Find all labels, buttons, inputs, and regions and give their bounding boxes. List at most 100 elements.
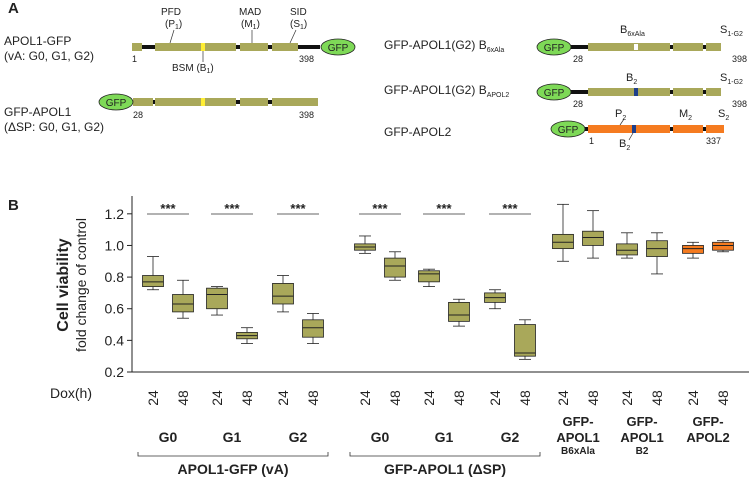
dox-tick-label: 48	[387, 390, 403, 406]
significance-label: ***	[502, 201, 518, 216]
dox-tick-label: 24	[619, 390, 635, 406]
box	[682, 245, 704, 254]
dox-tick-label: 48	[305, 390, 321, 406]
box	[552, 233, 574, 250]
end-index: 337	[706, 136, 721, 146]
group-label: G2	[501, 429, 520, 445]
mad-label: MAD	[239, 7, 261, 18]
b2-mark	[632, 125, 636, 133]
group-label: APOL1	[620, 430, 663, 445]
group-label: G1	[435, 429, 454, 445]
group-label: GFP-	[562, 414, 593, 429]
bracket-label: APOL1-GFP (vA)	[178, 461, 289, 477]
y-tick-label: 0.6	[105, 301, 125, 317]
box	[142, 275, 164, 287]
gfp-tag	[98, 93, 134, 111]
mark-label: B6xAla	[620, 24, 645, 38]
construct-sub: (ΔSP: G0, G1, G2)	[4, 120, 104, 134]
end-index: 398	[299, 110, 314, 120]
y-tick-label: 0.2	[105, 364, 125, 380]
bracket-label: GFP-APOL1 (ΔSP)	[384, 461, 506, 477]
significance-label: ***	[372, 201, 388, 216]
domain-segment	[132, 43, 142, 51]
construct-name: GFP-APOL2	[384, 125, 452, 139]
construct-b6xala: GFP-APOL1(G2) B6xAla GFP 28 398 B6xAla S…	[384, 24, 747, 64]
end-index: 398	[732, 54, 747, 64]
b6xala-mark	[634, 44, 638, 50]
box	[172, 294, 194, 313]
domain-sid	[272, 43, 298, 51]
gfp-tag	[536, 83, 572, 101]
construct-name: GFP-APOL1(G2) B6xAla	[384, 38, 504, 54]
gfp-tag	[550, 120, 586, 138]
dox-tick-label: 24	[357, 390, 373, 406]
domain-pfd	[155, 43, 236, 51]
box	[582, 230, 604, 246]
gfp-label: GFP	[544, 43, 565, 54]
domain-sid	[272, 98, 318, 106]
gfp-label: GFP	[544, 88, 565, 99]
start-index: 28	[573, 99, 583, 109]
construct-name: GFP-APOL1	[4, 105, 72, 119]
dox-tick-label: 48	[649, 390, 665, 406]
domain-segment	[133, 98, 153, 106]
domain-pfd	[155, 98, 236, 106]
y-tick-label: 1.2	[105, 206, 125, 222]
start-index: 1	[132, 54, 137, 64]
box	[384, 257, 406, 278]
construct-apol2: GFP-APOL2 GFP 1 337 P2 M2 S2 B2	[384, 108, 729, 152]
construct-sub: (vA: G0, G1, G2)	[4, 49, 94, 63]
box	[514, 324, 536, 357]
panel-a-label: A	[8, 0, 19, 17]
gfp-label: GFP	[106, 98, 127, 109]
s-label: S1-G2	[720, 24, 743, 38]
bsm-mark	[201, 43, 205, 51]
b2-mark	[634, 88, 638, 96]
y-axis-title: Cell viability	[55, 238, 72, 331]
box	[418, 270, 440, 283]
domain-mad	[673, 43, 703, 51]
mark-label: B2	[626, 72, 637, 86]
group-label: APOL2	[686, 430, 729, 445]
domain-mad	[240, 98, 268, 106]
start-index: 1	[589, 136, 594, 146]
y-tick-label: 1.0	[105, 237, 125, 253]
group-label: G0	[159, 429, 178, 445]
dox-label: Dox(h)	[50, 385, 92, 401]
dox-tick-label: 48	[715, 390, 731, 406]
group-label: G1	[223, 429, 242, 445]
p-label: P2	[615, 108, 626, 122]
y-tick-label: 0.8	[105, 269, 125, 285]
pfd-label: PFD	[161, 7, 181, 18]
s-label: S2	[718, 108, 729, 122]
group-label: APOL1	[556, 430, 599, 445]
dox-tick-label: 48	[175, 390, 191, 406]
dox-tick-label: 48	[239, 390, 255, 406]
box	[272, 283, 294, 305]
significance-label: ***	[224, 201, 240, 216]
dox-tick-label: 24	[487, 390, 503, 406]
construct-bapol2: GFP-APOL1(G2) BAPOL2 GFP 28 398 B2 S1-G2	[384, 72, 747, 109]
gfp-label: GFP	[328, 43, 349, 54]
gfp-tag	[320, 38, 356, 56]
construct-name: GFP-APOL1(G2) BAPOL2	[384, 83, 509, 99]
gfp-label: GFP	[558, 125, 579, 136]
box	[206, 287, 228, 310]
domain-s2	[706, 125, 724, 133]
domain-p2	[588, 125, 670, 133]
sid-label: SID	[290, 7, 307, 18]
significance-label: ***	[160, 201, 176, 216]
pfd-sub: (P1)	[165, 19, 182, 31]
box	[448, 301, 470, 322]
group-sublabel: B2	[636, 446, 649, 457]
domain-mad	[673, 88, 703, 96]
domain-pfd	[588, 43, 670, 51]
box	[302, 319, 324, 338]
group-sublabel: B6xAla	[561, 446, 595, 457]
s-label: S1-G2	[720, 72, 743, 86]
domain-sid	[706, 88, 721, 96]
domain-m2	[673, 125, 703, 133]
start-index: 28	[573, 54, 583, 64]
group-label: GFP-	[626, 414, 657, 429]
